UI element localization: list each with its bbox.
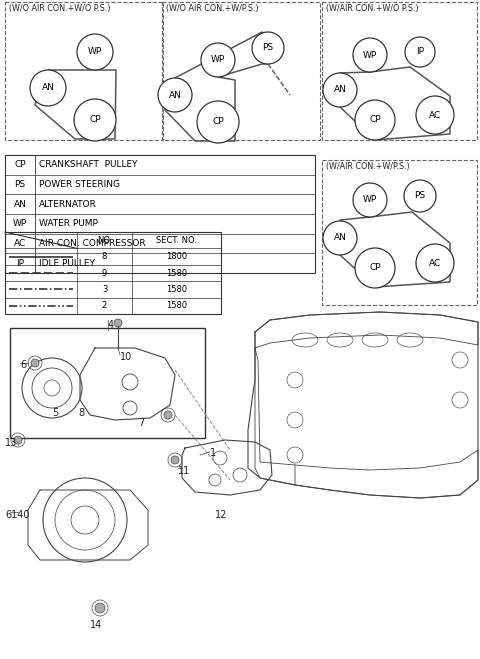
Text: PS: PS — [414, 192, 426, 200]
Circle shape — [355, 248, 395, 288]
Text: (W/O AIR CON.+W/P.S.): (W/O AIR CON.+W/P.S.) — [166, 4, 259, 13]
Text: WP: WP — [13, 219, 27, 228]
Text: SECT. NO.: SECT. NO. — [156, 236, 197, 244]
Circle shape — [164, 411, 172, 419]
Circle shape — [404, 180, 436, 212]
Text: 1580: 1580 — [166, 301, 187, 310]
Circle shape — [95, 603, 105, 613]
Text: 1: 1 — [210, 448, 216, 458]
Text: AN: AN — [42, 84, 54, 92]
Text: (W/AIR CON.+W/P.S.): (W/AIR CON.+W/P.S.) — [326, 162, 410, 171]
Text: 10: 10 — [120, 352, 132, 362]
Circle shape — [158, 78, 192, 112]
Text: 8: 8 — [102, 252, 107, 261]
Text: AN: AN — [168, 90, 181, 100]
Text: 2: 2 — [102, 301, 107, 310]
Text: AN: AN — [334, 233, 347, 243]
Circle shape — [353, 38, 387, 72]
Text: 7: 7 — [138, 418, 144, 428]
Text: WP: WP — [363, 51, 377, 59]
Circle shape — [30, 70, 66, 106]
Text: POWER STEERING: POWER STEERING — [39, 180, 120, 189]
Circle shape — [114, 319, 122, 327]
Circle shape — [323, 221, 357, 255]
Circle shape — [77, 34, 113, 70]
Text: WP: WP — [211, 55, 225, 65]
Text: AIR CON. COMPRESSOR: AIR CON. COMPRESSOR — [39, 239, 145, 248]
Text: 4: 4 — [108, 320, 114, 330]
Circle shape — [416, 96, 454, 134]
Circle shape — [355, 100, 395, 140]
Text: ALTERNATOR: ALTERNATOR — [39, 200, 97, 209]
Circle shape — [416, 244, 454, 282]
Text: 1800: 1800 — [166, 252, 187, 261]
Text: (W/AIR CON.+W/O P.S.): (W/AIR CON.+W/O P.S.) — [326, 4, 419, 13]
Text: AC: AC — [429, 111, 441, 119]
Text: 1580: 1580 — [166, 268, 187, 277]
Circle shape — [171, 456, 179, 464]
Text: CP: CP — [89, 115, 101, 125]
Text: CP: CP — [212, 117, 224, 127]
Circle shape — [201, 43, 235, 77]
Circle shape — [405, 37, 435, 67]
Text: 9: 9 — [102, 268, 107, 277]
Circle shape — [31, 359, 39, 367]
Text: 6140: 6140 — [5, 510, 29, 520]
Text: AC: AC — [429, 258, 441, 268]
Text: IP: IP — [416, 47, 424, 57]
Text: 6: 6 — [20, 360, 26, 370]
Text: PS: PS — [263, 43, 274, 53]
Text: AN: AN — [334, 86, 347, 94]
Text: NO.: NO. — [97, 236, 112, 244]
Circle shape — [14, 436, 22, 444]
Text: WP: WP — [363, 196, 377, 204]
Text: AN: AN — [13, 200, 26, 209]
Text: IDLE PULLEY: IDLE PULLEY — [39, 259, 95, 268]
Circle shape — [74, 99, 116, 141]
Text: 1580: 1580 — [166, 285, 187, 294]
Text: WATER PUMP: WATER PUMP — [39, 219, 98, 228]
Text: IP: IP — [16, 259, 24, 268]
Circle shape — [323, 73, 357, 107]
Text: 5: 5 — [52, 408, 58, 418]
Circle shape — [353, 183, 387, 217]
Text: CP: CP — [14, 160, 26, 169]
Text: 12: 12 — [215, 510, 228, 520]
Text: (W/O AIR CON.+W/O P.S.): (W/O AIR CON.+W/O P.S.) — [9, 4, 110, 13]
Text: CRANKSHAFT  PULLEY: CRANKSHAFT PULLEY — [39, 160, 137, 169]
Text: CP: CP — [369, 115, 381, 125]
Text: 13: 13 — [5, 438, 17, 448]
Text: PS: PS — [14, 180, 25, 189]
Text: 11: 11 — [178, 466, 190, 476]
Text: CP: CP — [369, 264, 381, 273]
Text: 3: 3 — [102, 285, 107, 294]
Text: WP: WP — [88, 47, 102, 57]
Circle shape — [197, 101, 239, 143]
Text: AC: AC — [14, 239, 26, 248]
Circle shape — [252, 32, 284, 64]
Text: 8: 8 — [78, 408, 84, 418]
Text: 14: 14 — [90, 620, 102, 630]
